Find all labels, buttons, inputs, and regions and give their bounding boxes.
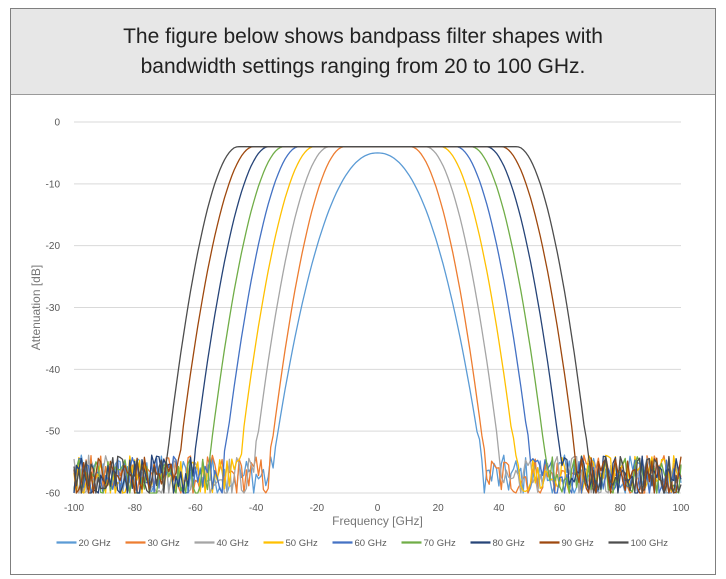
series-line-70-ghz bbox=[73, 146, 682, 494]
x-tick-label: -100 bbox=[64, 503, 84, 514]
x-tick-label: 60 bbox=[554, 503, 566, 514]
x-tick-label: 100 bbox=[673, 503, 690, 514]
y-tick-label: -30 bbox=[46, 303, 61, 314]
y-tick-label: -20 bbox=[46, 241, 61, 252]
legend-label: 80 GHz bbox=[493, 538, 525, 549]
x-tick-label: -60 bbox=[188, 503, 203, 514]
x-tick-label: 40 bbox=[493, 503, 505, 514]
series-line-40-ghz bbox=[73, 146, 682, 494]
series-line-20-ghz bbox=[73, 152, 682, 494]
y-tick-label: -50 bbox=[46, 427, 61, 438]
y-axis-title: Attenuation [dB] bbox=[29, 265, 43, 350]
legend-label: 20 GHz bbox=[79, 538, 111, 549]
series-line-60-ghz bbox=[73, 146, 682, 494]
legend-label: 40 GHz bbox=[217, 538, 249, 549]
x-tick-label: -80 bbox=[127, 503, 142, 514]
x-axis-title: Frequency [GHz] bbox=[332, 514, 423, 528]
bandpass-chart: 0-10-20-30-40-50-60-100 -80 -60 -40 -20 0 20 40… bbox=[29, 118, 690, 550]
y-tick-label: -10 bbox=[46, 179, 61, 190]
x-tick-label: -20 bbox=[310, 503, 325, 514]
legend-label: 30 GHz bbox=[148, 538, 180, 549]
y-tick-label: -60 bbox=[46, 489, 61, 500]
caption-line-1: The figure below shows bandpass filter s… bbox=[123, 24, 603, 48]
legend-label: 70 GHz bbox=[424, 538, 456, 549]
x-tick-label: 20 bbox=[433, 503, 445, 514]
x-tick-label: -40 bbox=[249, 503, 264, 514]
legend-label: 100 GHz bbox=[631, 538, 669, 549]
series-line-100-ghz bbox=[73, 146, 682, 494]
series-line-30-ghz bbox=[73, 146, 682, 494]
series-line-90-ghz bbox=[73, 146, 682, 494]
caption-line-2: bandwidth settings ranging from 20 to 10… bbox=[140, 54, 586, 78]
x-tick-label: 80 bbox=[615, 503, 627, 514]
series-line-50-ghz bbox=[73, 146, 682, 494]
caption-header: The figure below shows bandpass filter s… bbox=[11, 9, 715, 95]
legend-label: 60 GHz bbox=[355, 538, 387, 549]
series-line-80-ghz bbox=[73, 146, 682, 494]
figure-frame: The figure below shows bandpass filter s… bbox=[10, 8, 716, 575]
y-tick-label: 0 bbox=[54, 118, 60, 129]
legend-label: 50 GHz bbox=[286, 538, 318, 549]
y-tick-label: -40 bbox=[46, 365, 61, 376]
legend-label: 90 GHz bbox=[562, 538, 594, 549]
x-tick-label: 0 bbox=[375, 503, 381, 514]
